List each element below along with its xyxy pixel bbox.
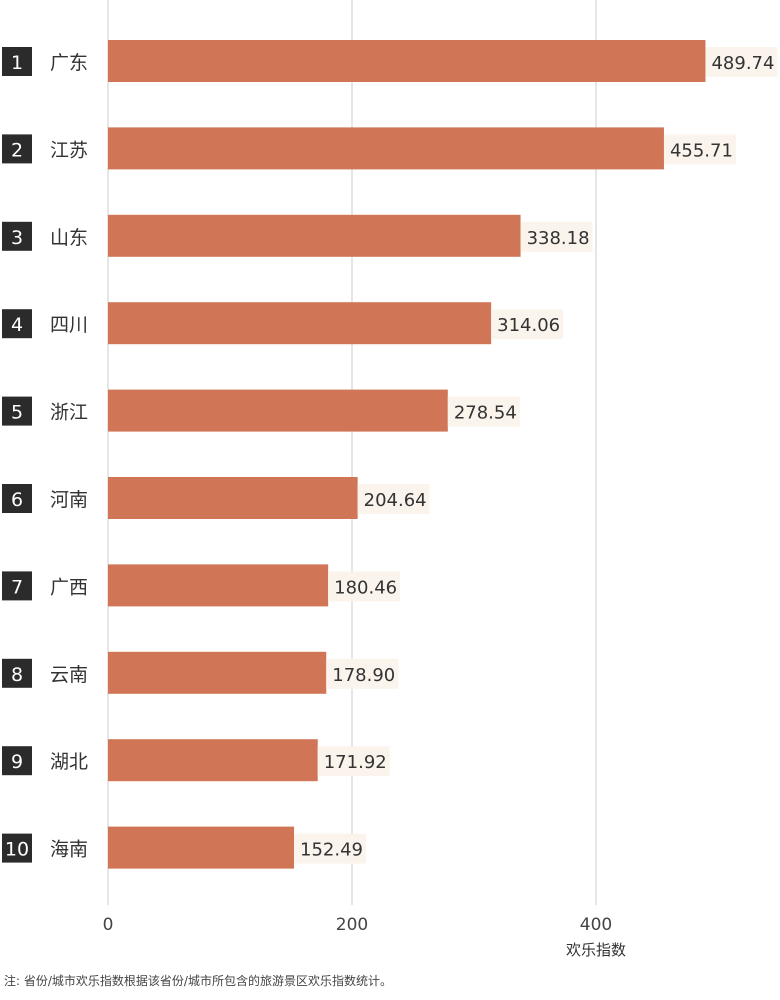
category-label: 海南 (50, 839, 88, 861)
value-label-bg (357, 484, 430, 514)
rank-badge (2, 571, 32, 601)
category-label: 江苏 (50, 139, 88, 161)
rank-number: 1 (11, 52, 23, 74)
category-label: 河南 (50, 489, 88, 511)
value-label-bg (317, 746, 390, 777)
value-label: 455.71 (670, 140, 733, 161)
x-axis-label: 欢乐指数 (566, 941, 626, 959)
bar (108, 564, 329, 607)
rank-number: 5 (11, 402, 23, 424)
value-label: 338.18 (527, 228, 590, 249)
x-tick-label: 400 (580, 915, 612, 935)
rank-number: 4 (11, 314, 23, 336)
value-label-bg (294, 833, 367, 864)
category-label: 山东 (50, 227, 88, 249)
value-label: 489.74 (711, 53, 774, 74)
category-label: 广西 (50, 576, 88, 598)
value-label-bg (328, 571, 401, 602)
category-label: 广东 (50, 52, 88, 74)
rank-badge (2, 746, 32, 776)
value-label: 152.49 (300, 840, 363, 861)
rank-number: 10 (5, 839, 29, 861)
rank-badge (2, 221, 32, 251)
value-label: 171.92 (324, 752, 387, 773)
value-label-bg (326, 658, 399, 689)
value-label: 178.90 (332, 665, 395, 686)
rank-badge (2, 833, 32, 863)
value-label-bg (520, 221, 593, 252)
rank-number: 6 (11, 489, 23, 511)
bar (108, 214, 521, 257)
x-tick-label: 0 (103, 915, 114, 935)
rank-number: 2 (11, 139, 23, 161)
value-label-bg (447, 396, 520, 427)
value-label: 278.54 (454, 403, 517, 424)
rank-number: 9 (11, 751, 23, 773)
value-label: 314.06 (497, 315, 560, 336)
value-label: 180.46 (334, 577, 397, 598)
category-label: 云南 (50, 664, 88, 686)
rank-badge (2, 134, 32, 164)
bar (108, 826, 295, 869)
rank-number: 8 (11, 664, 23, 686)
bar (108, 389, 448, 432)
bar-chart: 0 200 400 欢乐指数 1 广东 489.74 2 江苏 455.71 3 山东 338.18 4 四… (2, 0, 778, 959)
value-label-bg (705, 47, 778, 77)
x-tick-label: 200 (336, 915, 368, 935)
value-label-bg (663, 134, 736, 165)
category-label: 浙江 (50, 402, 88, 424)
bar (108, 40, 706, 82)
rank-badge (2, 47, 32, 76)
bar (108, 477, 358, 519)
category-label: 湖北 (50, 751, 88, 773)
rank-badge (2, 484, 32, 513)
bar (108, 651, 327, 694)
category-label: 四川 (50, 314, 88, 336)
rank-badge (2, 309, 32, 339)
bar (108, 302, 492, 345)
value-label-bg (491, 309, 564, 340)
rank-number: 3 (11, 227, 23, 249)
value-label: 204.64 (364, 490, 427, 511)
rank-number: 7 (11, 576, 23, 598)
rank-badge (2, 396, 32, 426)
rank-badge (2, 658, 32, 688)
bar (108, 127, 664, 170)
footnote: 注: 省份/城市欢乐指数根据该省份/城市所包含的旅游景区欢乐指数统计。 (4, 974, 392, 988)
bar (108, 739, 318, 782)
